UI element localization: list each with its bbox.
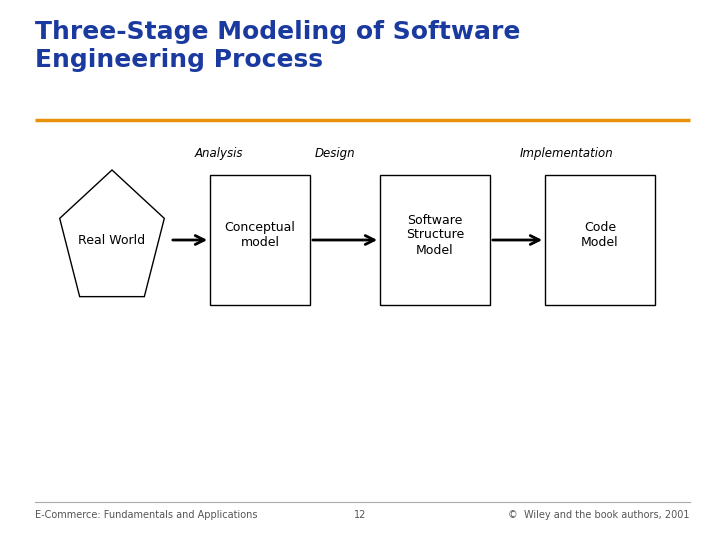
Text: Real World: Real World — [78, 233, 145, 246]
Text: Conceptual
model: Conceptual model — [225, 221, 295, 249]
Text: E-Commerce: Fundamentals and Applications: E-Commerce: Fundamentals and Application… — [35, 510, 258, 520]
Bar — [380, 175, 490, 305]
Text: ©  Wiley and the book authors, 2001: © Wiley and the book authors, 2001 — [508, 510, 690, 520]
Text: Implementation: Implementation — [520, 147, 613, 160]
Text: Software
Structure
Model: Software Structure Model — [406, 213, 464, 256]
Bar — [210, 175, 310, 305]
Text: 12: 12 — [354, 510, 366, 520]
Text: Design: Design — [315, 147, 356, 160]
Bar — [545, 175, 655, 305]
Text: Three-Stage Modeling of Software: Three-Stage Modeling of Software — [35, 20, 521, 44]
Text: Code
Model: Code Model — [581, 221, 618, 249]
Text: Engineering Process: Engineering Process — [35, 48, 323, 72]
Text: Analysis: Analysis — [195, 147, 243, 160]
